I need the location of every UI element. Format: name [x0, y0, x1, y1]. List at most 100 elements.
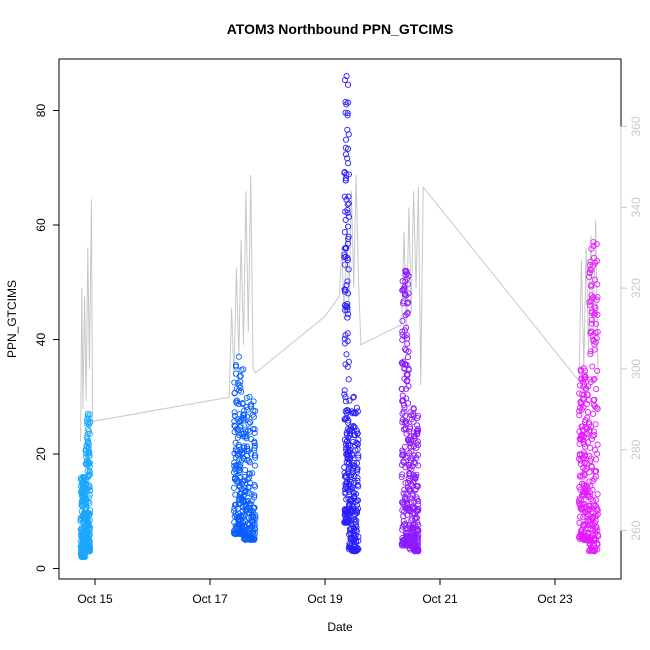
scatter-point: [591, 375, 598, 382]
scatter-point: [354, 465, 361, 472]
scatter-point: [236, 521, 243, 528]
y-tick-label: 40: [34, 333, 48, 347]
scatter-point: [404, 511, 411, 518]
scatter-point: [355, 533, 362, 540]
scatter-point: [592, 468, 600, 475]
scatter-point: [250, 535, 257, 542]
scatter-point: [235, 426, 242, 433]
scatter-point: [353, 427, 360, 434]
scatter-point: [231, 409, 238, 416]
scatter-point: [342, 208, 349, 215]
scatter-point: [590, 262, 597, 269]
scatter-point: [341, 254, 348, 261]
scatter-point: [342, 177, 349, 184]
scatter-point: [85, 525, 92, 532]
scatter-point: [583, 465, 590, 473]
scatter-point: [400, 397, 407, 404]
scatter-point: [355, 537, 362, 544]
scatter-point: [581, 472, 588, 479]
scatter-point: [406, 486, 413, 493]
scatter-point: [580, 536, 587, 543]
scatter-point: [82, 486, 89, 493]
scatter-point: [251, 429, 258, 436]
scatter-point: [403, 361, 410, 368]
scatter-point: [344, 407, 351, 414]
scatter-point: [245, 483, 252, 490]
scatter-point: [346, 525, 354, 533]
scatter-point: [407, 495, 414, 502]
scatter-point: [345, 200, 352, 207]
scatter-point: [408, 433, 415, 440]
x-tick-label: Oct 23: [537, 592, 573, 606]
scatter-point: [402, 271, 409, 279]
scatter-point: [404, 281, 411, 288]
scatter-point: [344, 223, 352, 230]
scatter-point: [252, 483, 259, 490]
scatter-point: [242, 501, 249, 508]
scatter-point: [84, 419, 92, 426]
scatter-point: [414, 442, 422, 449]
scatter-point: [580, 521, 587, 528]
scatter-point: [240, 455, 248, 462]
scatter-point: [413, 534, 420, 541]
scatter-point: [83, 457, 90, 464]
scatter-point: [402, 539, 409, 546]
scatter-point: [346, 497, 354, 504]
scatter-point: [589, 433, 596, 440]
scatter-point: [404, 310, 411, 317]
scatter-point: [405, 383, 412, 390]
scatter-point: [577, 366, 584, 373]
scatter-point: [78, 551, 85, 558]
scatter-point: [590, 547, 598, 554]
scatter-point: [353, 509, 360, 516]
scatter-point: [578, 432, 585, 439]
line-series-path: [80, 174, 599, 442]
scatter-point: [342, 136, 350, 143]
scatter-point: [238, 416, 245, 424]
scatter-point: [345, 408, 352, 415]
scatter-point: [581, 374, 588, 381]
scatter-point: [400, 408, 407, 415]
scatter-point: [232, 439, 239, 446]
scatter-point: [83, 460, 90, 467]
scatter-point: [594, 450, 601, 457]
scatter-point: [587, 518, 594, 525]
y2-tick-label: 340: [629, 197, 643, 217]
series-3: [341, 73, 362, 555]
scatter-point: [344, 314, 351, 321]
scatter-point: [242, 426, 249, 433]
series-5: [575, 239, 602, 555]
scatter-point: [230, 484, 238, 491]
scatter-point: [588, 309, 595, 317]
scatter-point: [348, 486, 355, 493]
scatter-point: [354, 408, 361, 415]
scatter-point: [251, 444, 258, 452]
scatter-point: [246, 419, 254, 426]
scatter-point: [345, 213, 352, 220]
scatter-point: [399, 535, 406, 542]
scatter-point: [232, 362, 240, 369]
scatter-point: [341, 335, 348, 342]
scatter-point: [234, 476, 241, 483]
scatter-point: [575, 455, 583, 462]
scatter-point: [244, 406, 251, 413]
scatter-point: [82, 544, 89, 551]
scatter-point: [594, 491, 601, 498]
scatter-point: [580, 383, 587, 390]
scatter-point: [408, 524, 415, 531]
scatter-point: [233, 531, 240, 538]
scatter-point: [346, 430, 353, 437]
scatter-point: [414, 414, 421, 422]
scatter-point: [250, 398, 257, 405]
scatter-point: [415, 545, 422, 552]
scatter-point: [585, 419, 592, 426]
scatter-point: [409, 482, 416, 489]
scatter-point: [588, 328, 595, 335]
scatter-point: [244, 445, 251, 452]
scatter-point: [398, 385, 405, 392]
scatter-point: [592, 525, 599, 532]
chart-title: ATOM3 Northbound PPN_GTCIMS: [227, 21, 454, 37]
scatter-point: [345, 376, 352, 383]
x-tick-label: Oct 19: [307, 592, 343, 606]
scatter-point: [400, 513, 407, 520]
